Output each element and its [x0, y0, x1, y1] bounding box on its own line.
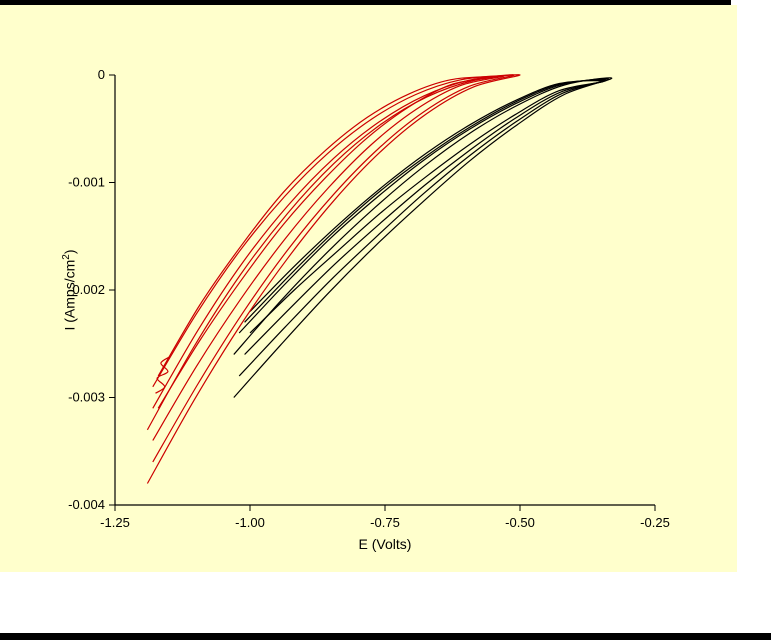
red-loop-2 — [152, 74, 516, 463]
y-tick-label: -0.004 — [68, 497, 105, 512]
y-axis-title-suffix: ) — [61, 249, 78, 255]
red-loop-3 — [152, 75, 505, 441]
x-tick-label: -1.00 — [235, 515, 265, 530]
red-loop-4 — [157, 76, 494, 409]
plot-canvas — [0, 5, 737, 572]
x-axis-title: E (Volts) — [358, 536, 412, 552]
axes-lines — [114, 75, 655, 506]
y-tick-label: -0.003 — [68, 390, 105, 405]
black-loop-1 — [233, 77, 613, 398]
y-tick-label: -0.001 — [68, 175, 105, 190]
y-axis-title-sup: 2 — [61, 254, 72, 260]
x-tick-label: -1.25 — [100, 515, 130, 530]
x-tick-label: -0.75 — [370, 515, 400, 530]
bottom-black-bar — [0, 633, 771, 640]
black-loop-2 — [238, 78, 610, 377]
red-noise-artifact — [155, 356, 171, 394]
y-tick-label: -0.002 — [68, 282, 105, 297]
red-loop-1 — [146, 74, 521, 484]
black-loop-4 — [249, 80, 605, 334]
y-axis-title: I (Amps/cm2) — [61, 185, 83, 395]
top-black-bar — [0, 0, 731, 5]
x-tick-label: -0.50 — [505, 515, 535, 530]
x-tick-label: -0.25 — [640, 515, 670, 530]
y-tick-label: 0 — [98, 67, 105, 82]
y-axis-title-prefix: I (Amps/cm — [61, 259, 78, 331]
black-loop-3 — [244, 79, 608, 355]
